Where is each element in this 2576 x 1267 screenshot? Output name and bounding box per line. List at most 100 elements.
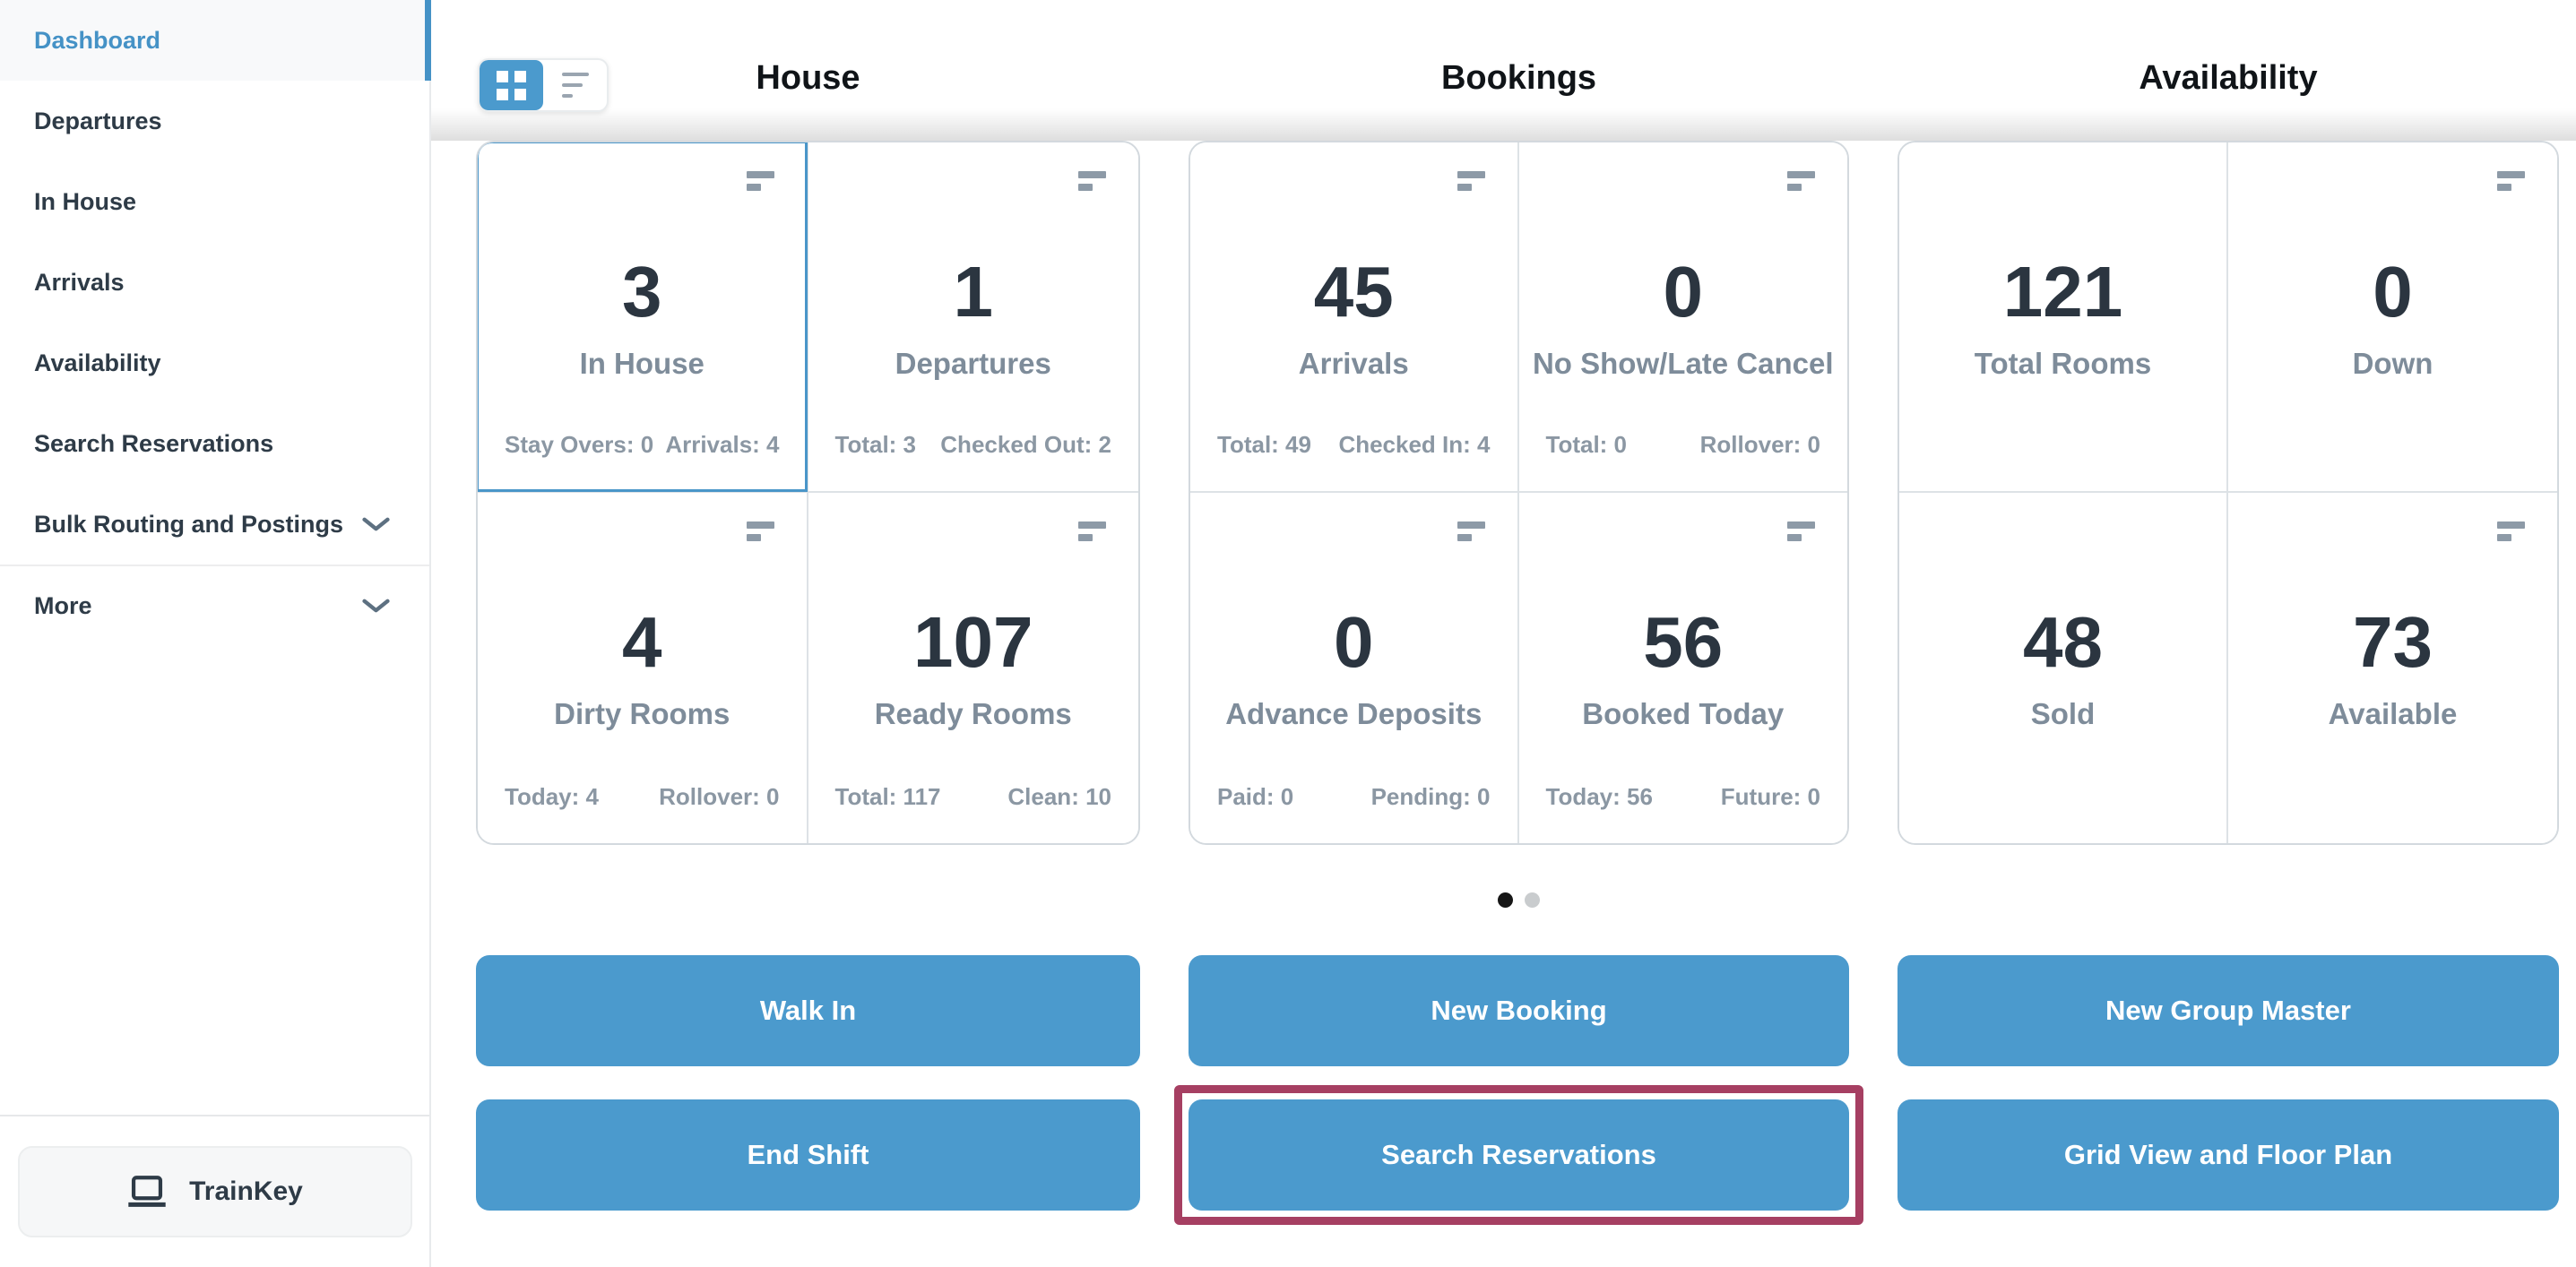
sidebar-footer: TrainKey <box>0 1115 429 1267</box>
highlight-outline-box: Search Reservations <box>1174 1085 1863 1225</box>
sidebar-item-label: Departures <box>34 107 162 134</box>
menu-bars-icon[interactable] <box>1787 521 1815 541</box>
stat-footer-left: Total: 117 <box>834 783 941 810</box>
sidebar-item-in-house[interactable]: In House <box>0 161 429 242</box>
carousel-row <box>431 845 2576 955</box>
trainkey-button[interactable]: TrainKey <box>17 1146 412 1237</box>
trainkey-label: TrainKey <box>189 1176 303 1206</box>
stat-label: Sold <box>2030 697 2096 730</box>
menu-bars-icon[interactable] <box>746 171 774 191</box>
sidebar-item-label: Arrivals <box>34 268 125 296</box>
stat-value: 3 <box>622 252 662 332</box>
stat-card-arrivals[interactable]: 45 Arrivals Total: 49 Checked In: 4 <box>1190 142 1519 493</box>
stat-card-dirty-rooms[interactable]: 4 Dirty Rooms Today: 4 Rollover: 0 <box>478 493 808 843</box>
card-group-house: 3 In House Stay Overs: 0 Arrivals: 4 1 D… <box>476 141 1140 845</box>
stat-footer-left: Total: 0 <box>1545 431 1628 458</box>
stat-card-booked-today[interactable]: 56 Booked Today Today: 56 Future: 0 <box>1518 493 1847 843</box>
stat-card-total-rooms[interactable]: 121 Total Rooms <box>1899 142 2228 493</box>
stat-footer: Stay Overs: 0 Arrivals: 4 <box>505 431 780 459</box>
stat-footer: Total: 117 Clean: 10 <box>835 783 1112 811</box>
stat-label: Arrivals <box>1298 347 1409 380</box>
stat-value: 0 <box>1334 602 1374 682</box>
menu-bars-icon[interactable] <box>2497 521 2525 541</box>
action-button-row-2: End Shift Search Reservations Grid View an… <box>431 1085 2576 1225</box>
stat-card-sold[interactable]: 48 Sold <box>1899 493 2228 843</box>
stat-label: Departures <box>895 347 1051 380</box>
sidebar-item-label: In House <box>34 187 137 215</box>
sidebar-item-label: Search Reservations <box>34 429 274 457</box>
grid-view-and-floor-plan-button[interactable]: Grid View and Floor Plan <box>1897 1099 2559 1211</box>
stat-card-departures[interactable]: 1 Departures Total: 3 Checked Out: 2 <box>808 142 1138 493</box>
carousel-dot-1[interactable] <box>1498 892 1513 908</box>
search-reservations-button[interactable]: Search Reservations <box>1189 1099 1849 1211</box>
stat-footer: Today: 4 Rollover: 0 <box>505 783 780 811</box>
stat-card-advance-deposits[interactable]: 0 Advance Deposits Paid: 0 Pending: 0 <box>1190 493 1519 843</box>
menu-bars-icon[interactable] <box>1787 171 1815 191</box>
walk-in-button[interactable]: Walk In <box>476 955 1140 1066</box>
menu-bars-icon[interactable] <box>1078 521 1106 541</box>
stat-footer: Paid: 0 Pending: 0 <box>1217 783 1491 811</box>
sidebar-item-label: More <box>34 591 92 619</box>
menu-bars-icon[interactable] <box>746 521 774 541</box>
carousel-dot-2[interactable] <box>1525 892 1540 908</box>
stat-card-in-house[interactable]: 3 In House Stay Overs: 0 Arrivals: 4 <box>478 142 808 493</box>
stat-footer-left: Total: 3 <box>834 431 917 458</box>
column-titles-row: House Bookings Availability <box>431 0 2576 141</box>
menu-bars-icon[interactable] <box>2497 171 2525 191</box>
column-title-house: House <box>756 59 860 97</box>
sidebar-item-arrivals[interactable]: Arrivals <box>0 242 429 323</box>
stat-footer: Total: 0 Rollover: 0 <box>1546 431 1821 459</box>
stat-card-down[interactable]: 0 Down <box>2228 142 2557 493</box>
stat-value: 45 <box>1313 252 1394 332</box>
stat-value: 0 <box>1663 252 1704 332</box>
stat-footer-right: Rollover: 0 <box>1699 431 1820 458</box>
sidebar-item-bulk-routing-and-postings[interactable]: Bulk Routing and Postings <box>0 484 429 565</box>
view-toggle <box>478 58 609 112</box>
sidebar-item-label: Dashboard <box>34 26 161 54</box>
stat-footer-left: Total: 49 <box>1217 431 1311 458</box>
laptop-icon <box>128 1176 166 1207</box>
stat-footer-right: Checked In: 4 <box>1338 431 1491 458</box>
stat-footer-right: Future: 0 <box>1720 783 1820 810</box>
stat-value: 0 <box>2373 252 2413 332</box>
stat-footer-right: Checked Out: 2 <box>940 431 1111 458</box>
stat-footer: Total: 49 Checked In: 4 <box>1217 431 1491 459</box>
sidebar-item-dashboard[interactable]: Dashboard <box>0 0 431 81</box>
sidebar-item-departures[interactable]: Departures <box>0 81 429 161</box>
stat-card-no-show-late-cancel[interactable]: 0 No Show/Late Cancel Total: 0 Rollover:… <box>1518 142 1847 493</box>
chevron-down-icon <box>362 517 390 531</box>
grid-view-toggle-button[interactable] <box>480 60 543 110</box>
stat-label: Ready Rooms <box>874 697 1072 730</box>
card-group-bookings: 45 Arrivals Total: 49 Checked In: 4 0 No… <box>1189 141 1849 845</box>
stat-value: 121 <box>2002 252 2123 332</box>
sidebar-item-search-reservations[interactable]: Search Reservations <box>0 403 429 484</box>
new-group-master-button[interactable]: New Group Master <box>1897 955 2559 1066</box>
stat-footer: Today: 56 Future: 0 <box>1546 783 1821 811</box>
stat-value: 4 <box>622 602 662 682</box>
stat-footer-right: Clean: 10 <box>1007 783 1111 810</box>
stat-footer-right: Arrivals: 4 <box>665 431 780 458</box>
stat-card-ready-rooms[interactable]: 107 Ready Rooms Total: 117 Clean: 10 <box>808 493 1138 843</box>
chevron-down-icon <box>362 599 390 613</box>
column-title-availability: Availability <box>2139 59 2318 97</box>
stat-label: Down <box>2352 347 2433 380</box>
menu-bars-icon[interactable] <box>1457 521 1485 541</box>
new-booking-button[interactable]: New Booking <box>1189 955 1849 1066</box>
list-view-toggle-button[interactable] <box>543 60 607 110</box>
stat-card-available[interactable]: 73 Available <box>2228 493 2557 843</box>
card-groups-row: 3 In House Stay Overs: 0 Arrivals: 4 1 D… <box>431 141 2576 845</box>
menu-bars-icon[interactable] <box>1078 171 1106 191</box>
stat-value: 1 <box>953 252 994 332</box>
sidebar-item-more[interactable]: More <box>0 565 429 645</box>
stat-value: 48 <box>2023 602 2103 682</box>
sidebar-item-label: Bulk Routing and Postings <box>34 510 343 538</box>
stat-label: No Show/Late Cancel <box>1532 347 1834 380</box>
end-shift-button[interactable]: End Shift <box>476 1099 1140 1211</box>
dashboard-main: House Bookings Availability 3 In House Sta… <box>431 0 2576 1267</box>
menu-bars-icon[interactable] <box>1457 171 1485 191</box>
stat-label: Dirty Rooms <box>554 697 730 730</box>
stat-label: Advance Deposits <box>1225 697 1482 730</box>
stat-footer-right: Pending: 0 <box>1370 783 1491 810</box>
stat-footer-left: Paid: 0 <box>1217 783 1294 810</box>
sidebar-item-availability[interactable]: Availability <box>0 323 429 403</box>
